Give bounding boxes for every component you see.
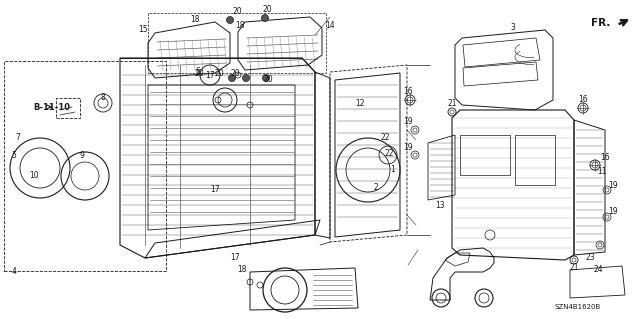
Text: 21: 21 (569, 263, 579, 272)
Text: 20: 20 (230, 69, 240, 78)
Text: 16: 16 (600, 153, 610, 162)
Text: 22: 22 (384, 149, 394, 158)
Text: 19: 19 (403, 117, 413, 127)
Text: 8: 8 (100, 93, 106, 101)
Text: 2: 2 (374, 183, 378, 192)
Text: 16: 16 (403, 87, 413, 97)
Text: 21: 21 (447, 99, 457, 108)
Text: 18: 18 (190, 14, 200, 24)
Text: 20: 20 (232, 6, 242, 16)
Text: 17: 17 (230, 254, 240, 263)
Text: 20: 20 (214, 69, 224, 78)
Text: 17: 17 (205, 70, 215, 79)
Text: 4: 4 (12, 268, 17, 277)
Text: B-11-10: B-11-10 (33, 102, 70, 112)
Text: 23: 23 (585, 254, 595, 263)
Text: 17: 17 (210, 186, 220, 195)
Circle shape (262, 14, 269, 21)
Text: 20: 20 (263, 75, 273, 84)
Text: 19: 19 (608, 207, 618, 217)
Text: SZN4B1620B: SZN4B1620B (555, 304, 601, 310)
Text: 20: 20 (262, 5, 272, 14)
Text: 15: 15 (138, 26, 148, 34)
Text: 18: 18 (237, 265, 247, 275)
Text: 22: 22 (380, 133, 390, 143)
Text: 6: 6 (196, 68, 200, 77)
Text: 24: 24 (593, 265, 603, 275)
Text: FR.: FR. (591, 18, 610, 28)
Text: 7: 7 (15, 133, 20, 143)
Text: 1: 1 (390, 166, 396, 174)
Text: 20: 20 (194, 69, 204, 78)
Circle shape (243, 75, 250, 81)
Text: 3: 3 (511, 24, 515, 33)
Text: 13: 13 (435, 201, 445, 210)
Text: 19: 19 (608, 181, 618, 189)
Text: 9: 9 (79, 151, 84, 160)
Circle shape (262, 75, 269, 81)
Text: 19: 19 (403, 144, 413, 152)
Text: 16: 16 (578, 95, 588, 105)
Circle shape (228, 75, 236, 81)
Text: 11: 11 (597, 167, 607, 176)
Text: 18: 18 (236, 20, 244, 29)
Text: 10: 10 (29, 170, 39, 180)
Text: 14: 14 (325, 20, 335, 29)
Text: 5: 5 (12, 151, 17, 160)
Text: 12: 12 (355, 99, 365, 108)
Circle shape (227, 17, 234, 24)
